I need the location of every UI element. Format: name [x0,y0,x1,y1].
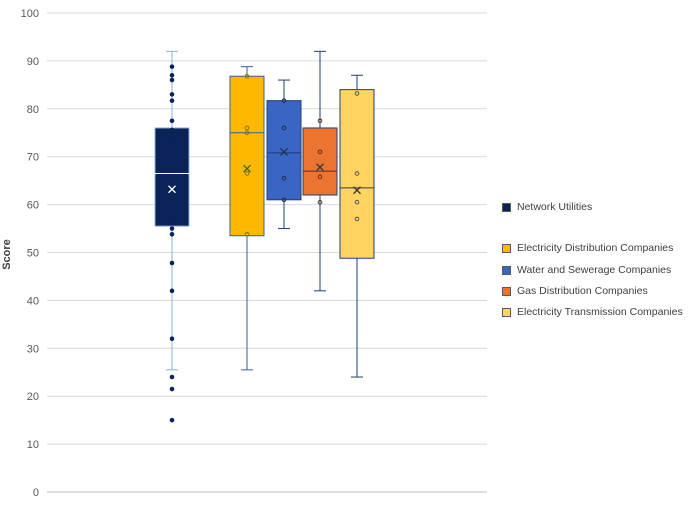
mean-marker-b-gas-distribution [316,163,324,172]
data-point-network-utilities-6 [169,127,175,133]
legend-item-electricity-distribution[interactable]: Electricity Distribution Companies [502,241,673,255]
data-point-electricity-transmission-2 [354,199,360,205]
box-water-sewerage [266,100,302,201]
data-point-electricity-distribution-2 [244,130,250,136]
box-electricity-distribution [229,75,265,237]
data-point-water-sewerage-1 [281,125,287,131]
data-point-network-utilities-15 [169,231,175,237]
data-point-network-utilities-14 [169,226,175,231]
data-point-electricity-distribution-3 [244,171,250,176]
legend-label-water-sewerage: Water and Sewerage Companies [517,264,672,276]
data-point-network-utilities-1 [169,72,175,78]
y-axis-label: Score [1,239,13,270]
legend-label-electricity-distribution: Electricity Distribution Companies [517,242,674,254]
data-point-electricity-distribution-4 [244,231,250,237]
data-point-electricity-transmission-1 [354,171,360,176]
data-point-network-utilities-0 [169,64,175,69]
data-point-network-utilities-2 [169,77,175,83]
legend-swatch-electricity-distribution [502,243,511,253]
chart-legend: Network Utilities Electricity Distributi… [502,0,691,509]
data-point-electricity-transmission-0 [354,91,360,96]
data-point-network-utilities-19 [169,374,175,380]
data-point-water-sewerage-0 [281,98,287,103]
data-point-network-utilities-18 [169,336,175,342]
data-point-network-utilities-20 [169,386,175,392]
y-tick-label-20: 20 [27,391,39,403]
data-point-electricity-transmission-3 [354,216,360,222]
y-tick-label-90: 90 [27,56,39,68]
box-gas-distribution [302,127,338,196]
data-point-network-utilities-5 [169,118,175,124]
data-point-gas-distribution-2 [317,174,323,180]
mean-marker-b-electricity-distribution [243,164,251,173]
data-point-network-utilities-17 [169,288,175,294]
data-point-network-utilities-16 [169,260,175,266]
legend-swatch-network-utilities [502,202,511,212]
data-point-electricity-distribution-1 [244,125,250,131]
legend-item-network-utilities[interactable]: Network Utilities [502,200,592,214]
y-tick-label-60: 60 [27,200,39,212]
data-point-network-utilities-21 [169,417,175,423]
data-point-network-utilities-12 [169,199,175,205]
legend-swatch-electricity-transmission [502,307,511,317]
data-point-electricity-distribution-0 [244,73,250,79]
data-point-network-utilities-3 [169,92,175,97]
data-point-network-utilities-8 [169,150,175,156]
legend-swatch-gas-distribution [502,286,511,296]
data-point-network-utilities-7 [169,136,175,141]
y-tick-label-50: 50 [27,248,39,260]
y-tick-label-40: 40 [27,295,39,307]
mean-marker-b-electricity-transmission [353,186,361,195]
data-point-network-utilities-4 [169,98,175,103]
legend-label-network-utilities: Network Utilities [517,201,593,213]
y-tick-label-70: 70 [27,152,39,164]
legend-label-gas-distribution: Gas Distribution Companies [517,285,648,297]
mean-marker-b-network-utilities [168,185,176,194]
mean-marker-b-water-sewerage [280,147,288,156]
data-point-network-utilities-9 [169,166,175,171]
data-point-network-utilities-13 [169,216,175,222]
legend-item-water-sewerage[interactable]: Water and Sewerage Companies [502,263,671,277]
legend-swatch-water-sewerage [502,265,511,275]
y-tick-label-80: 80 [27,104,39,116]
y-tick-label-0: 0 [33,487,39,499]
box-electricity-transmission [339,89,375,259]
y-tick-label-100: 100 [21,8,39,20]
data-point-water-sewerage-3 [281,197,287,203]
y-tick-label-30: 30 [27,343,39,355]
legend-label-electricity-transmission: Electricity Transmission Companies [517,306,683,318]
data-point-gas-distribution-0 [317,118,323,124]
legend-item-electricity-transmission[interactable]: Electricity Transmission Companies [502,305,683,319]
data-point-network-utilities-10 [169,174,175,180]
legend-item-gas-distribution[interactable]: Gas Distribution Companies [502,284,648,298]
y-tick-label-10: 10 [27,439,39,451]
data-point-gas-distribution-1 [317,149,323,155]
data-point-gas-distribution-3 [317,199,323,205]
data-point-water-sewerage-2 [281,175,287,181]
